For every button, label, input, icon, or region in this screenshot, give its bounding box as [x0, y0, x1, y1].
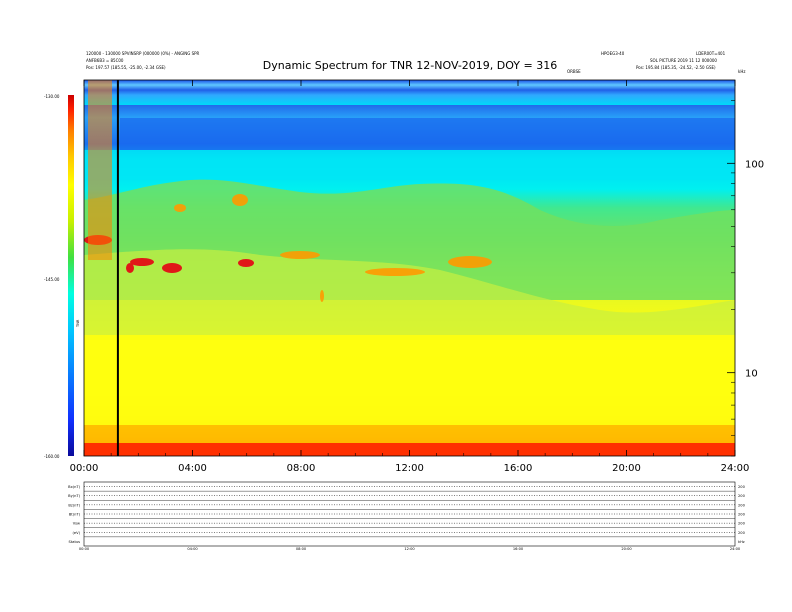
- panel-x-tick-label: 12:00: [404, 547, 415, 551]
- panel-right-label: 200: [738, 485, 746, 489]
- x-tick-label: 04:00: [178, 463, 207, 474]
- yellow-region: [84, 335, 735, 425]
- red-band: [84, 443, 735, 456]
- panel-label: Bx(nT): [68, 485, 80, 489]
- panel-label: Vsw: [73, 522, 80, 526]
- colorbar-tick-label: -145.00: [44, 277, 60, 282]
- x-tick-label: 20:00: [612, 463, 641, 474]
- upper-blue-band: [120, 118, 735, 150]
- x-tick-label: 00:00: [70, 463, 99, 474]
- right-info-line4: Pos: 195.84 (185.35, -24.52, -2.50 GSE): [636, 65, 716, 70]
- cyan-band: [84, 150, 735, 180]
- spectrogram: [84, 80, 735, 456]
- left-info-line3: Pos: 197.57 (185.55, -25.00, -2.34 GSE): [86, 65, 166, 70]
- panel-right-label: 200: [738, 531, 746, 535]
- panel-right-label: 200: [738, 513, 746, 517]
- x-axis: 00:00 04:00 08:00 12:00 16:00 20:00 24:00: [70, 80, 750, 474]
- center-small-label: ORBSE: [567, 69, 581, 74]
- panel-right-label: 200: [738, 503, 746, 507]
- panel-right-label: kHz: [738, 540, 745, 544]
- x-tick-label: 16:00: [504, 463, 533, 474]
- x-tick-label: 24:00: [721, 463, 750, 474]
- left-info-line2: ANFB6B3 = 85C00: [86, 58, 124, 63]
- panel-x-tick-label: 24:00: [730, 547, 741, 551]
- colorbar: [68, 95, 74, 456]
- top-right-unit: kHz: [738, 69, 745, 74]
- y-tick-label: 10: [745, 369, 758, 380]
- panel-label: By(nT): [68, 494, 80, 498]
- panel-label: Status: [69, 540, 81, 544]
- panel-right-label: 200: [738, 522, 746, 526]
- y-tick-label: 100: [745, 159, 764, 170]
- y-axis: 100 10: [727, 99, 764, 457]
- right-info-line3: SOL PICTURE 2019 11 12 000000: [650, 58, 717, 63]
- colorbar-label: TNR: [76, 319, 80, 328]
- panel-label: Bz(nT): [68, 503, 80, 507]
- right-info-line2: LDER00T=401: [696, 51, 726, 56]
- panel-x-tick-label: 16:00: [513, 547, 524, 551]
- x-tick-label: 08:00: [287, 463, 316, 474]
- colorbar-tick-label: -160.00: [44, 454, 60, 459]
- panel-right-label: 200: [738, 494, 746, 498]
- panel-label: Bt(nT): [69, 513, 81, 517]
- left-info-line1: 120000 - 130000 SPVINSRP (000000 (0%) - …: [86, 51, 200, 56]
- early-hour-emission: [88, 80, 112, 260]
- right-info-line1: HPOEG3-40: [601, 51, 625, 56]
- panel-label: (eV): [73, 531, 81, 535]
- orange-emission-features: [174, 194, 492, 302]
- chart-title: Dynamic Spectrum for TNR 12-NOV-2019, DO…: [263, 59, 557, 72]
- orange-band: [84, 425, 735, 443]
- x-tick-label: 12:00: [395, 463, 424, 474]
- panel-x-tick-label: 04:00: [187, 547, 198, 551]
- yellow-green-region: [84, 249, 735, 340]
- parameter-panels: Bx(nT) 200 By(nT) 200 Bz(nT) 200 Bt(nT) 200 Vsw 2…: [68, 481, 746, 551]
- panel-x-tick-label: 20:00: [621, 547, 632, 551]
- panel-x-tick-label: 08:00: [296, 547, 307, 551]
- colorbar-tick-label: -130.00: [44, 94, 60, 99]
- panel-x-tick-label: 00:00: [79, 547, 90, 551]
